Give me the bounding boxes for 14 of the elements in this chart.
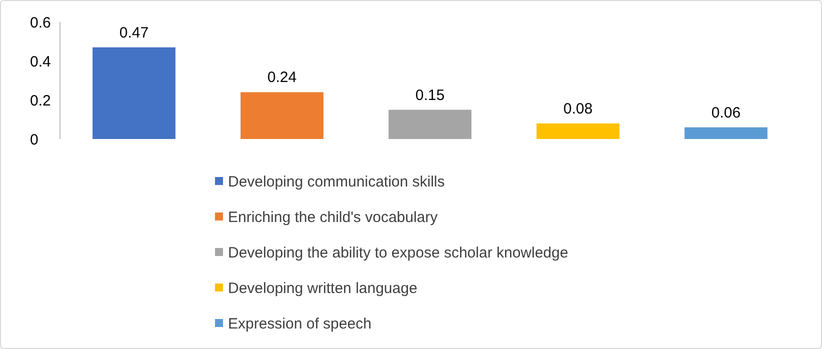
data-label: 0.15: [415, 86, 445, 104]
data-label: 0.24: [267, 69, 297, 86]
legend-label: Developing written language: [228, 280, 418, 297]
legend-label: Developing communication skills: [228, 173, 445, 190]
y-tick-label: 0.4: [30, 53, 51, 70]
y-tick-label: 0: [30, 131, 38, 148]
legend-label: Expression of speech: [228, 315, 372, 332]
y-tick-label: 0.2: [30, 92, 51, 110]
data-label: 0.08: [563, 100, 593, 118]
legend-label: Enriching the child's vocabulary: [228, 208, 438, 226]
y-tick-label: 0.6: [30, 14, 51, 32]
data-label: 0.47: [119, 24, 149, 42]
data-label: 0.06: [711, 104, 741, 122]
legend-label: Developing the ability to expose scholar knowledge: [228, 244, 568, 262]
